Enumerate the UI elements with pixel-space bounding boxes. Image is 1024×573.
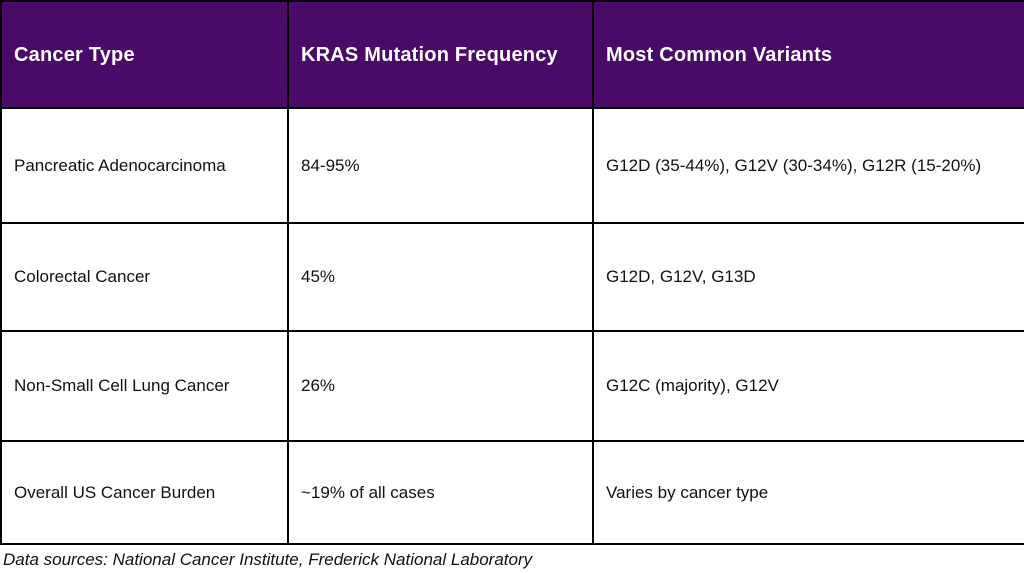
column-header-kras-mutation-frequency: KRAS Mutation Frequency [287, 0, 594, 109]
data-sources-note: Data sources: National Cancer Institute,… [3, 550, 533, 569]
table-row-overall-us-burden: Overall US Cancer Burden ~19% of all cas… [0, 440, 1024, 545]
cell-frequency: ~19% of all cases [287, 440, 594, 545]
cell-variants: Varies by cancer type [592, 440, 1024, 545]
column-header-cancer-type: Cancer Type [0, 0, 289, 109]
cell-variants: G12D (35-44%), G12V (30-34%), G12R (15-2… [592, 107, 1024, 224]
cell-frequency: 84-95% [287, 107, 594, 224]
kras-mutation-table: Cancer Type KRAS Mutation Frequency Most… [0, 0, 1024, 545]
cell-cancer-type: Colorectal Cancer [0, 222, 289, 332]
header-row: Cancer Type KRAS Mutation Frequency Most… [0, 0, 1024, 109]
cell-variants: G12D, G12V, G13D [592, 222, 1024, 332]
table-row-nsclc: Non-Small Cell Lung Cancer 26% G12C (maj… [0, 330, 1024, 442]
table-row-colorectal: Colorectal Cancer 45% G12D, G12V, G13D [0, 222, 1024, 332]
table-row-pancreatic: Pancreatic Adenocarcinoma 84-95% G12D (3… [0, 107, 1024, 224]
cell-cancer-type: Pancreatic Adenocarcinoma [0, 107, 289, 224]
cell-frequency: 45% [287, 222, 594, 332]
cell-variants: G12C (majority), G12V [592, 330, 1024, 442]
cell-frequency: 26% [287, 330, 594, 442]
column-header-most-common-variants: Most Common Variants [592, 0, 1024, 109]
cell-cancer-type: Overall US Cancer Burden [0, 440, 289, 545]
cell-cancer-type: Non-Small Cell Lung Cancer [0, 330, 289, 442]
